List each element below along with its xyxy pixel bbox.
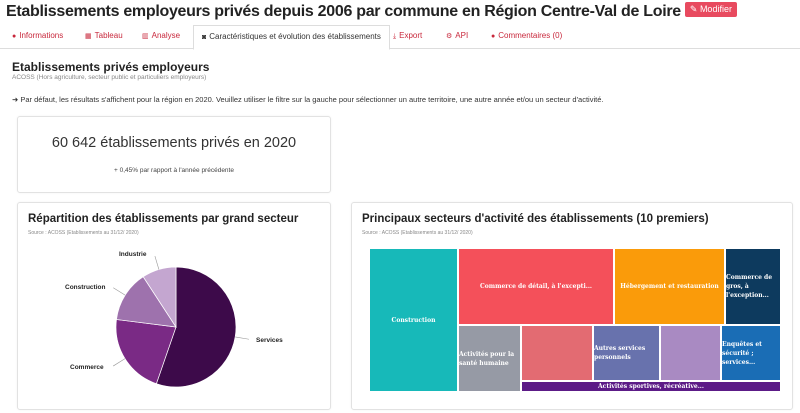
- tab-analyse[interactable]: ▥ Analyse: [142, 31, 181, 40]
- page-title: Etablissements employeurs privés depuis …: [6, 2, 737, 21]
- kpi-variation: + 0,45% par rapport à l'année précédente: [114, 167, 234, 174]
- tab-bar: ● Informations ▦ Tableau ▥ Analyse ◙ Caracté…: [0, 25, 800, 50]
- treemap-source: Source : ACOSS (Etablissements au 31/12/…: [362, 230, 473, 236]
- arrow-right-icon: ➜: [12, 95, 21, 104]
- treemap-cell-enquetes[interactable]: Enquêtes et sécurité ; services...: [721, 325, 781, 381]
- bar-chart-icon: ▥: [142, 33, 149, 40]
- tab-export[interactable]: ⤓ Export: [393, 31, 423, 40]
- kpi-value: 60 642 établissements privés en 2020: [51, 135, 297, 151]
- tab-tableau[interactable]: ▦ Tableau: [85, 31, 123, 40]
- treemap-cell-commerce-detail[interactable]: Commerce de détail, à l'excepti...: [458, 248, 614, 325]
- treemap-cell-unlabeled-2[interactable]: [660, 325, 721, 381]
- section-subtitle: ACOSS (Hors agriculture, secteur public …: [12, 74, 207, 81]
- table-icon: ▦: [85, 33, 92, 40]
- download-icon: ⤓: [393, 33, 397, 40]
- tab-api[interactable]: ⚙ API: [446, 31, 469, 40]
- pie-title: Répartition des établissements par grand…: [28, 213, 299, 225]
- pie-label-construction: Construction: [65, 284, 106, 291]
- tab-informations[interactable]: ● Informations: [12, 31, 64, 40]
- pie-chart: [112, 255, 250, 388]
- treemap-title: Principaux secteurs d'activité des établ…: [362, 213, 709, 225]
- info-circle-icon: ●: [12, 33, 17, 40]
- cogs-icon: ⚙: [446, 33, 453, 40]
- pie-connector: [154, 255, 160, 270]
- tab-caracteristiques[interactable]: ◙ Caractéristiques et évolution des établ…: [193, 25, 390, 50]
- pie-label-industrie: Industrie: [119, 251, 147, 258]
- pie-card: Répartition des établissements par grand…: [17, 202, 331, 410]
- pie-connector: [235, 336, 250, 340]
- treemap-card: Principaux secteurs d'activité des établ…: [351, 202, 793, 410]
- pie-slice-commerce[interactable]: [115, 319, 177, 385]
- kpi-card: 60 642 établissements privés en 2020 + 0…: [17, 116, 331, 193]
- section-title: Etablissements privés employeurs: [12, 60, 210, 74]
- pie-connector: [113, 287, 126, 296]
- treemap-cell-hebergement[interactable]: Hébergement et restauration: [614, 248, 725, 325]
- treemap-cell-sportives[interactable]: Activités sportives, récréative...: [521, 381, 781, 392]
- modify-button[interactable]: ✎ Modifier: [684, 2, 737, 18]
- binoculars-icon: ◙: [202, 34, 207, 41]
- treemap-cell-unlabeled-1[interactable]: [521, 325, 593, 381]
- treemap-cell-autres-services[interactable]: Autres services personnels: [593, 325, 660, 381]
- pie-label-commerce: Commerce: [70, 364, 104, 371]
- pie-label-services: Services: [256, 337, 283, 344]
- treemap-cell-commerce-gros[interactable]: Commerce de gros, à l'exception...: [725, 248, 781, 325]
- treemap-cell-construction[interactable]: Construction: [369, 248, 458, 392]
- treemap-cell-sante[interactable]: Activités pour la santé humaine: [458, 325, 521, 392]
- default-note: ➜ Par défaut, les résultats s'affichent …: [12, 95, 604, 104]
- pie-source: Source : ACOSS (Etablissements au 31/12/…: [28, 230, 139, 236]
- pie-connector: [112, 358, 126, 367]
- comments-icon: ●: [491, 33, 496, 40]
- tab-commentaires[interactable]: ● Commentaires (0): [491, 31, 563, 40]
- pie-slice-construction[interactable]: [116, 276, 177, 328]
